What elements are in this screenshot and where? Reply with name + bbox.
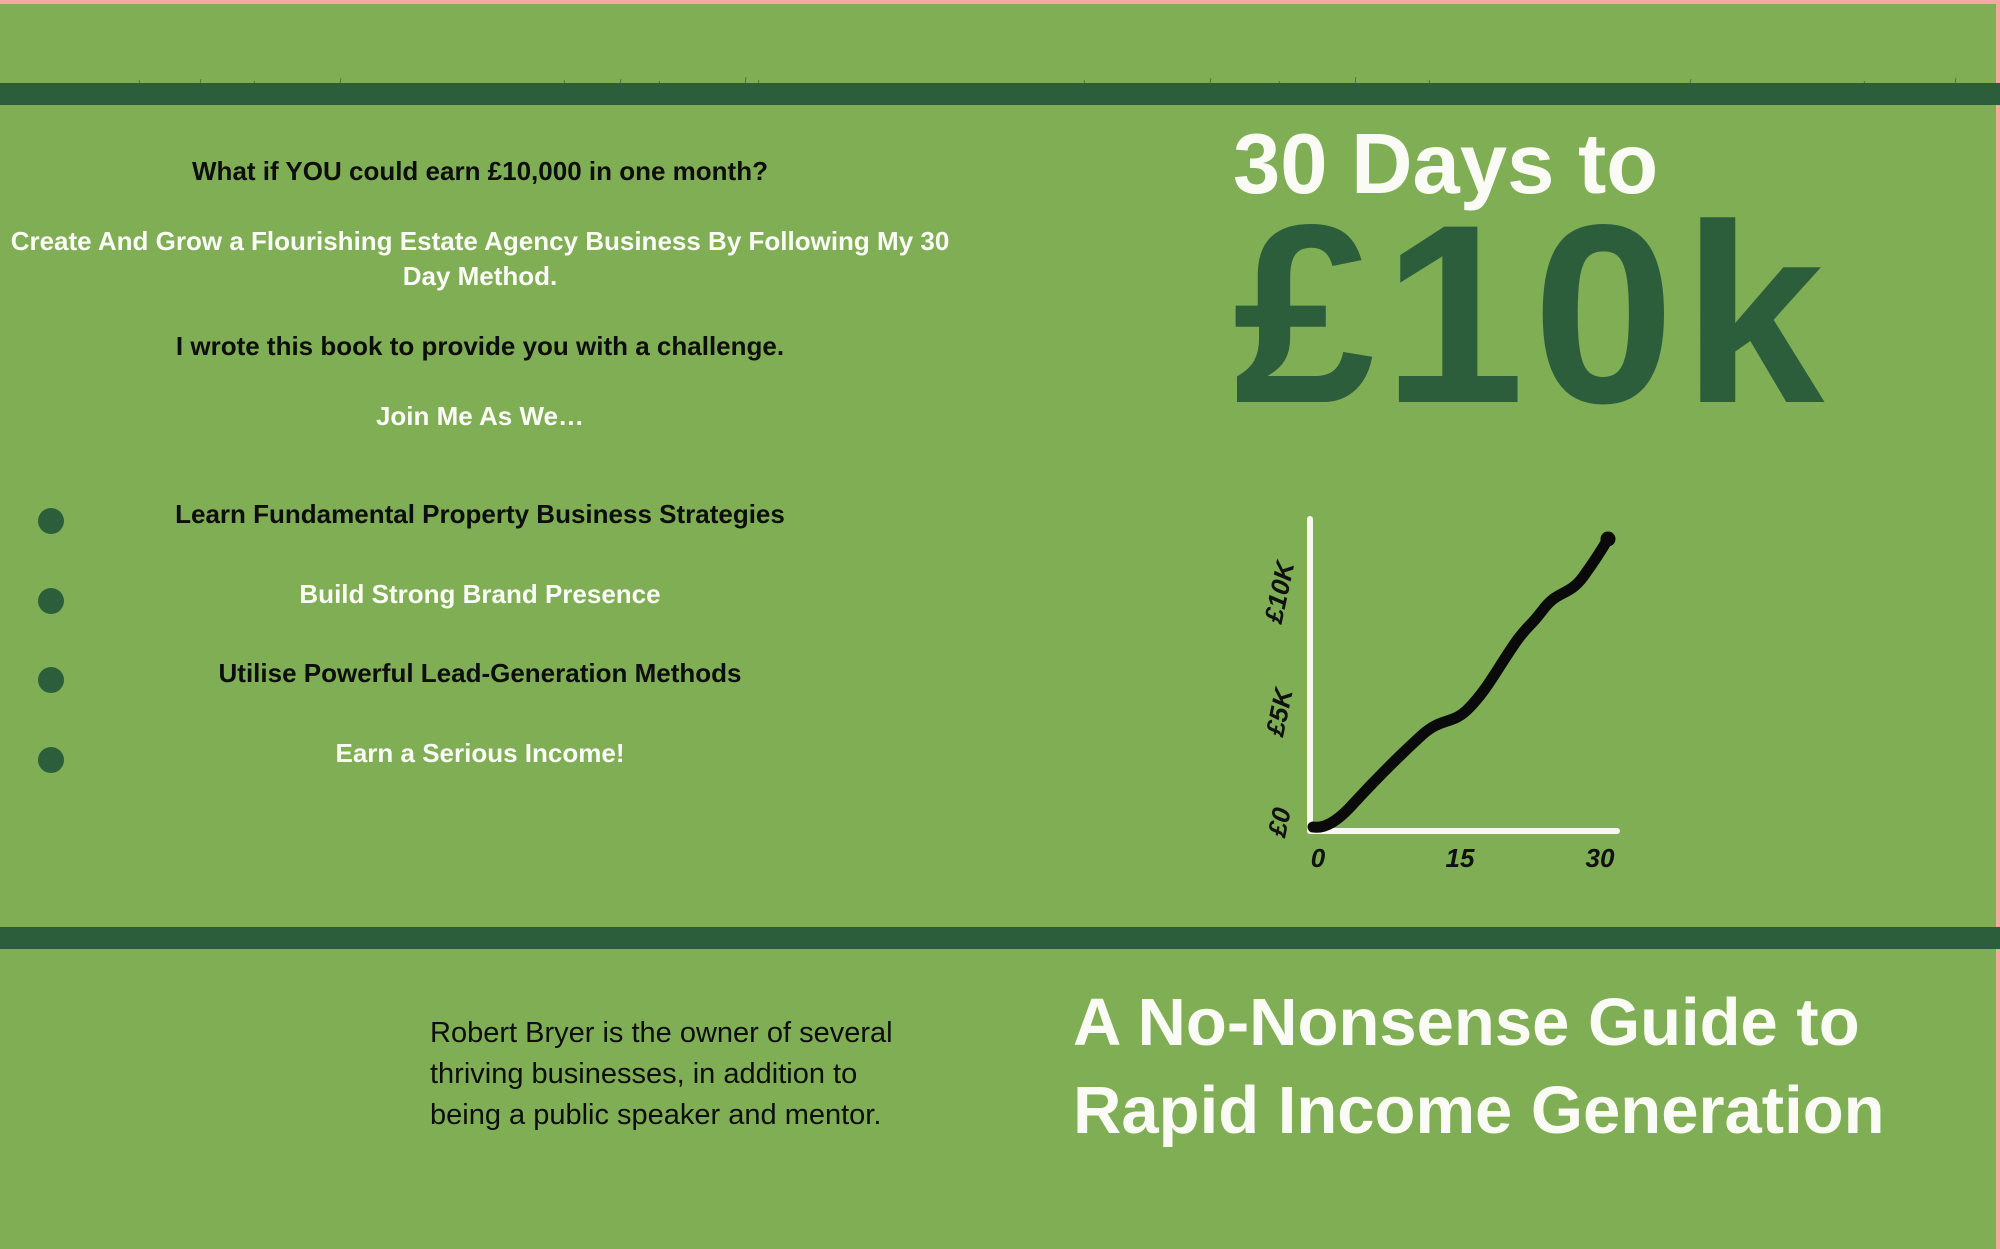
svg-text:£10K: £10K: [1258, 556, 1301, 626]
svg-text:£0: £0: [1261, 804, 1297, 840]
svg-text:£5K: £5K: [1259, 684, 1299, 740]
svg-text:0: 0: [1311, 843, 1326, 873]
svg-text:30: 30: [1586, 843, 1615, 873]
svg-text:15: 15: [1446, 843, 1475, 873]
